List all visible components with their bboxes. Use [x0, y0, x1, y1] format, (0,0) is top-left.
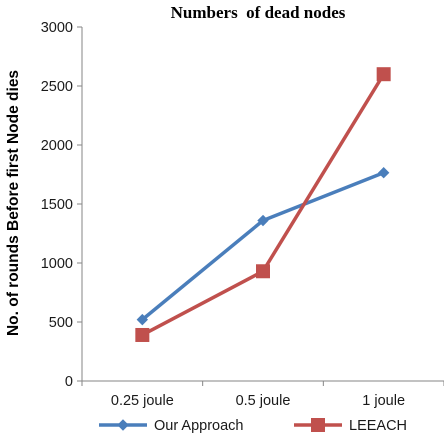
- tick-labels: 0 500 1000 1500 2000 2500 3000 0.25 joule 0.5 jo…: [41, 20, 405, 409]
- y-tick-label: 1500: [41, 197, 73, 213]
- y-tick-label: 2000: [41, 138, 73, 154]
- y-axis-label: No. of rounds Before first Node dies: [5, 70, 22, 336]
- series-line: [140, 170, 386, 322]
- y-tick-label: 2500: [41, 79, 73, 95]
- legend-item: Our Approach: [99, 418, 243, 434]
- x-tick-label: 0.5 joule: [236, 393, 291, 409]
- data-point: [136, 313, 149, 326]
- y-tick-label: 3000: [41, 20, 73, 36]
- data-point: [135, 327, 150, 342]
- x-tick-label: 1 joule: [362, 393, 405, 409]
- series-1: [135, 67, 391, 342]
- series-0: [136, 167, 390, 326]
- y-tick-label: 0: [65, 374, 73, 390]
- data-point: [376, 67, 391, 82]
- series-line: [140, 72, 386, 337]
- legend-marker: [311, 418, 325, 432]
- data-point: [257, 214, 269, 227]
- chart-title: Numbers of dead nodes: [171, 3, 346, 22]
- legend-marker: [117, 419, 129, 431]
- legend-item: LEEACH: [294, 418, 407, 434]
- data-point: [377, 167, 390, 179]
- y-tick-label: 500: [49, 315, 73, 331]
- legend-label: LEEACH: [349, 418, 407, 434]
- axes: [77, 26, 444, 386]
- x-tick-label: 0.25 joule: [111, 393, 174, 409]
- y-tick-label: 1000: [41, 256, 73, 272]
- legend: Our Approach LEEACH: [99, 418, 407, 434]
- series: [135, 67, 391, 342]
- data-point: [256, 264, 270, 279]
- legend-label: Our Approach: [154, 418, 243, 434]
